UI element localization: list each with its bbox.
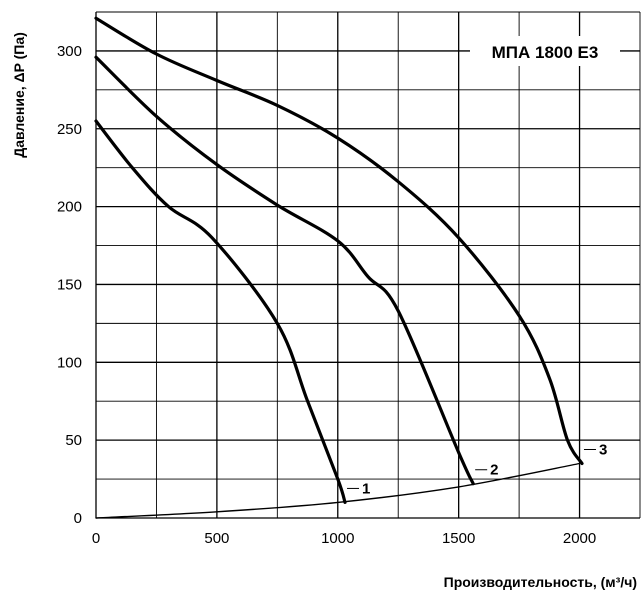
fan-curve-2 (94, 55, 475, 486)
curve-label-3: 3 (599, 442, 607, 459)
y-tick-labels: 0 50 100 150 200 250 300 (57, 43, 82, 527)
y-tick-label: 0 (74, 510, 82, 527)
y-tick-label: 250 (57, 121, 82, 138)
model-label: МПА 1800 Е3 (492, 43, 599, 62)
x-tick-label: 500 (204, 530, 229, 547)
y-tick-label: 100 (57, 354, 82, 371)
system-curve (95, 462, 581, 519)
y-axis-title: Давление, ΔP (Па) (11, 32, 27, 158)
model-label-box: МПА 1800 Е3 (470, 36, 620, 66)
x-tick-label: 1500 (442, 530, 475, 547)
y-tick-label: 150 (57, 276, 82, 293)
x-tick-label: 0 (92, 530, 100, 547)
fan-curve-3 (94, 16, 584, 466)
performance-curves (94, 16, 584, 519)
grid (95, 11, 641, 519)
y-tick-label: 300 (57, 43, 82, 60)
curve-labels: 1 2 3 (347, 442, 607, 497)
curve-label-1: 1 (362, 480, 370, 497)
x-tick-labels: 0 500 1000 1500 2000 (92, 530, 596, 547)
y-tick-label: 50 (65, 432, 82, 449)
fan-curve-1 (94, 119, 347, 504)
curve-label-2: 2 (490, 462, 498, 479)
x-tick-label: 1000 (321, 530, 354, 547)
x-tick-label: 2000 (563, 530, 596, 547)
y-tick-label: 200 (57, 199, 82, 216)
x-axis-title: Производительность, (м³/ч) (444, 574, 637, 590)
model-label-background (470, 36, 620, 66)
